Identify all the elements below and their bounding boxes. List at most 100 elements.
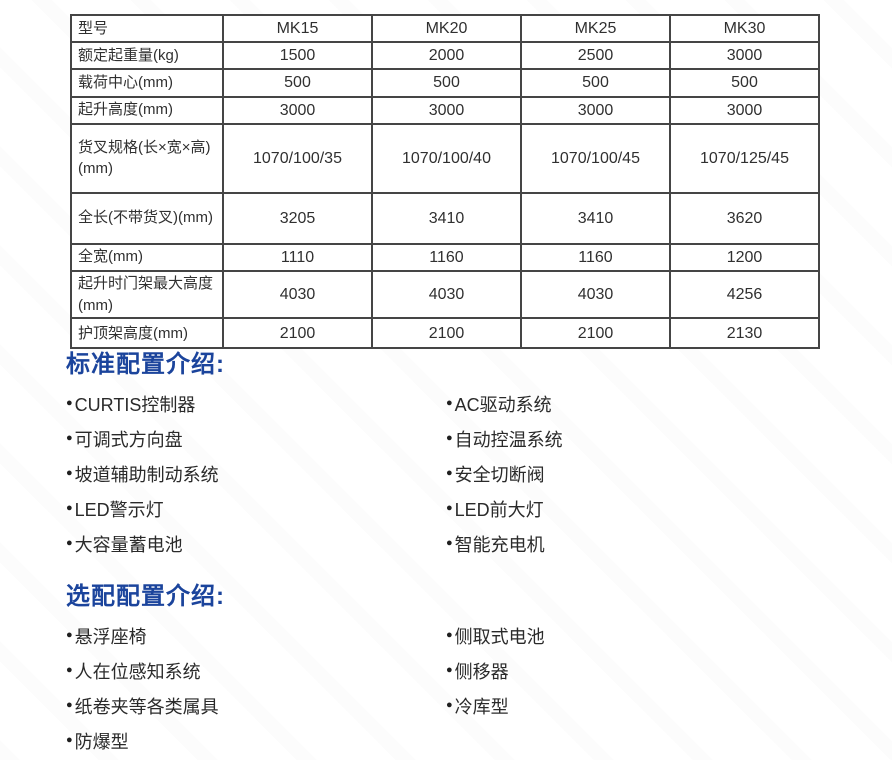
model-header-cell: MK30 (669, 13, 820, 44)
list-item-label: 侧取式电池 (454, 626, 545, 647)
list-item-label: 纸卷夹等各类属具 (74, 696, 219, 717)
optional-config-right-column: ● 侧取式电池 ● 侧移器 ● 冷库型 (446, 618, 846, 758)
spec-label-cell: 起升高度(mm) (70, 95, 224, 125)
spec-value-cell: 1500 (222, 41, 373, 71)
spec-table: 型号 MK15 MK20 MK25 MK30 额定起重量(kg) 1500 20… (70, 13, 820, 350)
spec-value-cell: 3000 (371, 95, 522, 125)
list-item-label: 防爆型 (74, 731, 129, 752)
bullet-icon: ● (66, 467, 73, 479)
standard-config-list: ● CURTIS控制器 ● 可调式方向盘 ● 坡道辅助制动系统 ● LED警示灯 ● 大容… (66, 386, 846, 561)
spec-row: 全宽(mm) 1110 1160 1160 1200 (70, 242, 820, 272)
spec-row: 护顶架高度(mm) 2100 2100 2100 2130 (70, 317, 820, 350)
list-item-label: 智能充电机 (454, 534, 545, 555)
list-item-label: 侧移器 (454, 661, 509, 682)
standard-config-left-column: ● CURTIS控制器 ● 可调式方向盘 ● 坡道辅助制动系统 ● LED警示灯 ● 大容… (66, 386, 446, 561)
bullet-icon: ● (446, 432, 453, 444)
spec-value-cell: 3620 (669, 191, 820, 245)
list-item: ● 人在位感知系统 (66, 653, 446, 688)
list-item-label: CURTIS控制器 (74, 394, 196, 415)
spec-value-cell: 3000 (669, 95, 820, 125)
spec-value-cell: 2100 (520, 317, 671, 350)
spec-row: 额定起重量(kg) 1500 2000 2500 3000 (70, 41, 820, 71)
spec-value-cell: 1160 (520, 242, 671, 272)
list-item: ● 悬浮座椅 (66, 618, 446, 653)
list-item: ● 自动控温系统 (446, 421, 846, 456)
bullet-icon: ● (446, 397, 453, 409)
bullet-icon: ● (66, 397, 73, 409)
list-item-label: 坡道辅助制动系统 (74, 464, 219, 485)
bullet-icon: ● (446, 664, 453, 676)
standard-config-heading: 标准配置介绍: (66, 351, 225, 378)
spec-label-cell: 护顶架高度(mm) (70, 317, 224, 350)
spec-label-cell: 全宽(mm) (70, 242, 224, 272)
list-item: ● LED警示灯 (66, 491, 446, 526)
list-item-label: 大容量蓄电池 (74, 534, 183, 555)
standard-config-right-column: ● AC驱动系统 ● 自动控温系统 ● 安全切断阀 ● LED前大灯 ● 智能充电机 (446, 386, 846, 561)
list-item: ● 安全切断阀 (446, 456, 846, 491)
spec-label-cell: 全长(不带货叉)(mm) (70, 191, 224, 245)
spec-value-cell: 3410 (520, 191, 671, 245)
bullet-icon: ● (66, 502, 73, 514)
spec-value-cell: 3410 (371, 191, 522, 245)
spec-label-cell: 货叉规格(长×宽×高)(mm) (70, 122, 224, 194)
bullet-icon: ● (446, 537, 453, 549)
bullet-icon: ● (66, 734, 73, 746)
list-item-label: 人在位感知系统 (74, 661, 201, 682)
list-item-label: LED前大灯 (454, 499, 544, 520)
list-item: ● 智能充电机 (446, 526, 846, 561)
bullet-icon: ● (66, 537, 73, 549)
spec-value-cell: 500 (520, 68, 671, 98)
list-item: ● 大容量蓄电池 (66, 526, 446, 561)
bullet-icon: ● (446, 502, 453, 514)
spec-value-cell: 1070/100/35 (222, 122, 373, 194)
bullet-icon: ● (446, 629, 453, 641)
spec-row: 起升时门架最大高度(mm) 4030 4030 4030 4256 (70, 269, 820, 320)
spec-value-cell: 1070/100/45 (520, 122, 671, 194)
list-item: ● 冷库型 (446, 688, 846, 723)
spec-row: 全长(不带货叉)(mm) 3205 3410 3410 3620 (70, 191, 820, 245)
bullet-icon: ● (446, 699, 453, 711)
model-header-cell: MK15 (222, 13, 373, 44)
spec-value-cell: 2130 (669, 317, 820, 350)
list-item-label: AC驱动系统 (454, 394, 552, 415)
optional-config-list: ● 悬浮座椅 ● 人在位感知系统 ● 纸卷夹等各类属具 ● 防爆型 ● 侧取式电池 ● 侧移… (66, 618, 846, 758)
spec-row: 载荷中心(mm) 500 500 500 500 (70, 68, 820, 98)
spec-value-cell: 500 (371, 68, 522, 98)
table-header-row: 型号 MK15 MK20 MK25 MK30 (70, 13, 820, 44)
optional-config-heading: 选配配置介绍: (66, 583, 225, 610)
spec-label-cell: 起升时门架最大高度(mm) (70, 269, 224, 320)
list-item: ● 坡道辅助制动系统 (66, 456, 446, 491)
bullet-icon: ● (66, 432, 73, 444)
spec-value-cell: 4030 (371, 269, 522, 320)
spec-value-cell: 4030 (520, 269, 671, 320)
list-item-label: LED警示灯 (74, 499, 164, 520)
spec-value-cell: 1200 (669, 242, 820, 272)
spec-value-cell: 2100 (371, 317, 522, 350)
model-header-cell: MK25 (520, 13, 671, 44)
spec-value-cell: 1070/125/45 (669, 122, 820, 194)
spec-value-cell: 2000 (371, 41, 522, 71)
list-item: ● CURTIS控制器 (66, 386, 446, 421)
list-item-label: 自动控温系统 (454, 429, 563, 450)
bullet-icon: ● (446, 467, 453, 479)
list-item-label: 安全切断阀 (454, 464, 545, 485)
spec-value-cell: 500 (222, 68, 373, 98)
spec-value-cell: 3000 (520, 95, 671, 125)
list-item: ● LED前大灯 (446, 491, 846, 526)
spec-value-cell: 2500 (520, 41, 671, 71)
optional-config-left-column: ● 悬浮座椅 ● 人在位感知系统 ● 纸卷夹等各类属具 ● 防爆型 (66, 618, 446, 758)
spec-row: 起升高度(mm) 3000 3000 3000 3000 (70, 95, 820, 125)
spec-value-cell: 3000 (222, 95, 373, 125)
bullet-icon: ● (66, 699, 73, 711)
model-row-label: 型号 (70, 13, 224, 44)
list-item: ● 侧取式电池 (446, 618, 846, 653)
spec-label-cell: 载荷中心(mm) (70, 68, 224, 98)
list-item: ● AC驱动系统 (446, 386, 846, 421)
list-item: ● 可调式方向盘 (66, 421, 446, 456)
spec-value-cell: 500 (669, 68, 820, 98)
spec-value-cell: 4256 (669, 269, 820, 320)
spec-value-cell: 1070/100/40 (371, 122, 522, 194)
spec-value-cell: 3000 (669, 41, 820, 71)
bullet-icon: ● (66, 629, 73, 641)
